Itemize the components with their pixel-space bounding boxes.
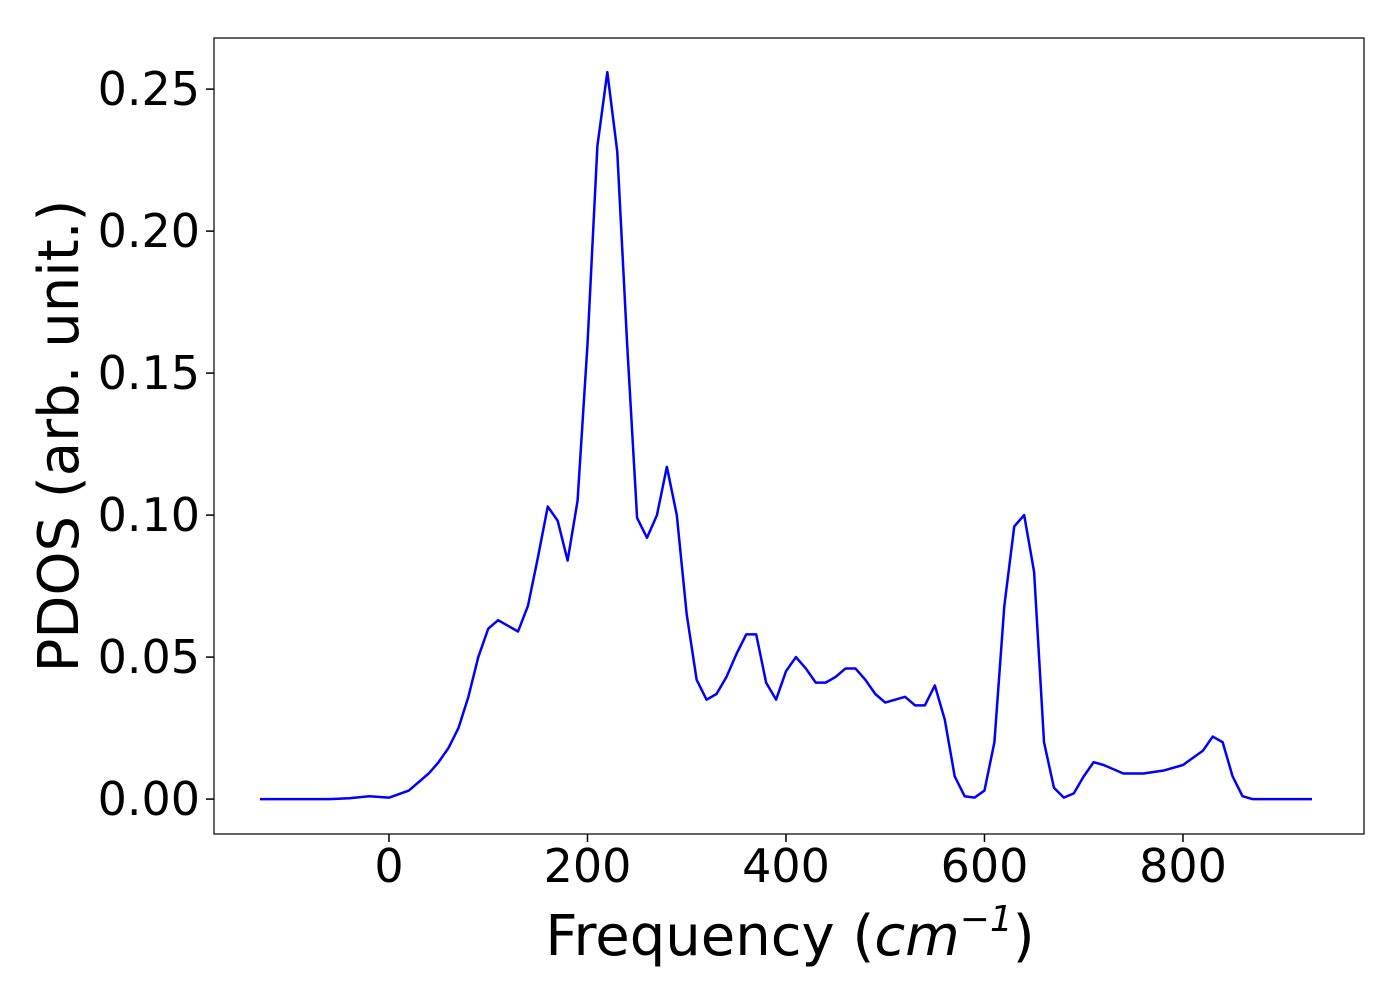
plot-frame [213,37,1365,835]
y-tick-label: 0.25 [98,62,200,116]
x-tick-label: 400 [742,839,830,893]
x-label-close: ) [1013,904,1035,969]
x-axis-label: Frequency (cm−1) [545,899,1034,969]
y-tick-label: 0.15 [98,346,200,400]
y-tick-label: 0.20 [98,204,200,258]
y-axis-label: PDOS (arb. unit.) [27,200,92,673]
x-label-text: Frequency ( [545,904,874,969]
x-tick-label: 600 [941,839,1029,893]
y-tick-label: 0.05 [98,630,200,684]
x-tick-label: 800 [1139,839,1227,893]
y-tick-label: 0.10 [98,488,200,542]
x-tick-label: 200 [544,839,632,893]
x-label-unit: cm [874,904,959,969]
x-tick-label: 0 [374,839,403,893]
y-tick-label: 0.00 [98,772,200,826]
x-label-exponent: −1 [960,899,1013,940]
data-line [259,70,1312,801]
